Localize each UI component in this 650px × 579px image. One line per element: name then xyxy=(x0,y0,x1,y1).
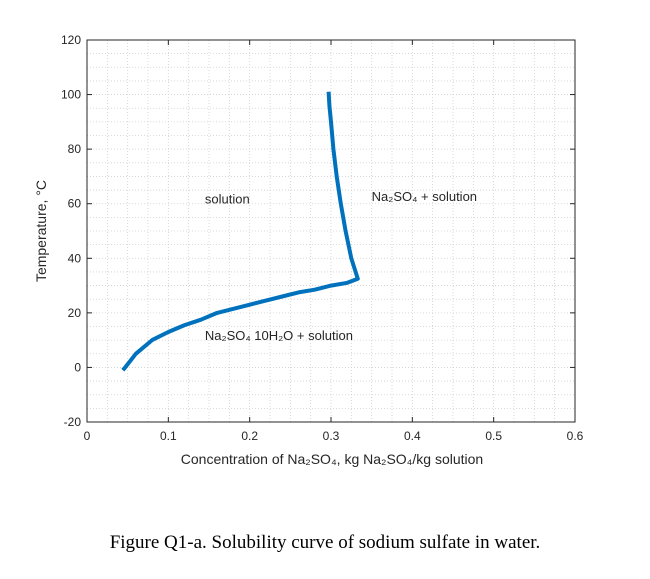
annotations: solution Na₂SO₄ + solution Na₂SO₄ 10H₂O + … xyxy=(205,189,477,343)
y-tick-label: 80 xyxy=(68,142,82,156)
x-tick-label: 0.3 xyxy=(323,429,340,443)
region-label: Na₂SO₄ 10H₂O + solution xyxy=(205,328,353,343)
grid xyxy=(87,40,575,422)
x-tick-label: 0.4 xyxy=(404,429,421,443)
figure-caption: Figure Q1-a. Solubility curve of sodium … xyxy=(109,532,541,553)
region-label: Na₂SO₄ + solution xyxy=(372,189,477,204)
y-tick-label: 100 xyxy=(61,88,81,102)
x-tick-label: 0 xyxy=(84,429,91,443)
y-tick-label: 20 xyxy=(68,306,82,320)
x-tick-label: 0.1 xyxy=(160,429,177,443)
y-tick-label: 40 xyxy=(68,251,82,265)
y-tick-label: -20 xyxy=(64,415,82,429)
x-tick-label: 0.6 xyxy=(567,429,584,443)
y-axis-label: Temperature, °C xyxy=(33,180,49,282)
x-axis-label: Concentration of Na₂SO₄, kg Na₂SO₄/kg so… xyxy=(181,451,483,467)
x-tick-label: 0.2 xyxy=(241,429,258,443)
y-tick-label: 120 xyxy=(61,33,81,47)
region-label: solution xyxy=(205,192,250,207)
y-tick-label: 0 xyxy=(74,360,81,374)
x-tick-label: 0.5 xyxy=(485,429,502,443)
y-tick-label: 60 xyxy=(68,197,82,211)
y-tick-labels: -20 0 20 40 60 80 100 120 xyxy=(61,33,81,429)
x-tick-labels: 0 0.1 0.2 0.3 0.4 0.5 0.6 xyxy=(84,429,584,443)
solubility-curve xyxy=(121,91,360,372)
axis-ticks xyxy=(86,39,576,423)
